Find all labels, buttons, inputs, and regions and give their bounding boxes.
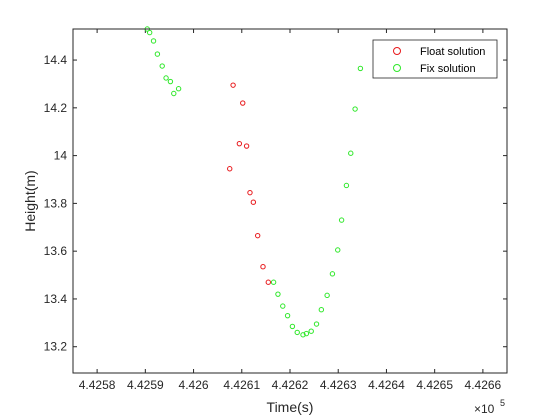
legend-label-float: Float solution	[420, 46, 485, 58]
marker-fix	[329, 271, 336, 277]
plot-frame	[72, 28, 508, 374]
marker-fix	[343, 182, 350, 189]
x-tick-label: 4.4262	[272, 378, 309, 392]
marker-fix	[167, 78, 174, 85]
marker-fix	[324, 292, 330, 299]
x-tick-label: 4.4264	[368, 378, 405, 392]
marker-fix	[289, 323, 296, 330]
x-exponent-power: 5	[500, 398, 505, 408]
marker-fix	[163, 75, 169, 81]
marker-fix	[338, 217, 345, 223]
data-markers	[144, 26, 364, 338]
x-tick-label: 4.4265	[416, 378, 453, 392]
x-tick-label: 4.4258	[79, 378, 116, 392]
marker-fix	[357, 65, 364, 72]
y-tick-label: 14.2	[44, 101, 68, 115]
y-tick-label: 14	[54, 149, 68, 163]
plot-area	[73, 29, 507, 373]
marker-fix	[175, 86, 182, 92]
marker-fix	[159, 63, 165, 69]
marker-float	[243, 143, 250, 149]
x-tick-label: 4.4261	[223, 378, 260, 392]
marker-float	[240, 100, 246, 106]
marker-fix	[284, 312, 291, 319]
marker-fix	[154, 51, 161, 57]
marker-fix	[150, 38, 157, 44]
marker-float	[236, 140, 243, 147]
y-tick-label: 14.4	[44, 53, 68, 67]
marker-float	[227, 166, 233, 172]
marker-float	[254, 232, 261, 239]
x-tick-label: 4.4259	[127, 378, 164, 392]
marker-fix	[275, 291, 281, 297]
marker-fix	[348, 150, 354, 156]
y-tick-label: 13.2	[44, 340, 68, 354]
x-tick-label: 4.4263	[320, 378, 357, 392]
y-axis: 13.2 13.4 13.6 13.8 14 14.2 14.4	[44, 53, 507, 354]
marker-float	[247, 189, 253, 196]
x-tick-label: 4.4266	[465, 378, 502, 392]
marker-fix	[171, 90, 177, 97]
x-axis: 4.4258 4.4259 4.426 4.4261 4.4262 4.4263 4.426…	[79, 29, 502, 392]
marker-fix	[352, 106, 358, 112]
marker-fix	[270, 279, 277, 285]
y-axis-label: Height(m)	[22, 170, 38, 231]
marker-fix	[280, 303, 286, 309]
marker-fix	[303, 330, 310, 337]
marker-fix	[313, 321, 320, 327]
legend-label-fix: Fix solution	[420, 63, 476, 75]
marker-float	[260, 263, 266, 270]
marker-fix	[318, 306, 325, 313]
marker-fix	[308, 328, 314, 334]
marker-fix	[146, 29, 153, 36]
marker-fix	[294, 329, 300, 336]
legend-marker-float	[393, 47, 401, 55]
marker-float	[250, 199, 257, 205]
y-tick-label: 13.4	[44, 292, 68, 306]
x-axis-exponent: ×10 5	[474, 398, 505, 416]
x-tick-label: 4.426	[179, 378, 209, 392]
x-axis-label: Time(s)	[267, 399, 314, 415]
legend: Float solution Fix solution	[372, 39, 498, 79]
marker-fix	[300, 332, 306, 338]
legend-box	[372, 39, 498, 79]
marker-fix	[335, 247, 341, 253]
legend-marker-fix	[393, 64, 401, 72]
y-tick-label: 13.8	[44, 196, 68, 210]
y-tick-label: 13.6	[44, 244, 68, 258]
marker-float	[230, 82, 236, 88]
marker-float	[265, 279, 271, 285]
x-exponent-base: ×10	[474, 402, 495, 416]
